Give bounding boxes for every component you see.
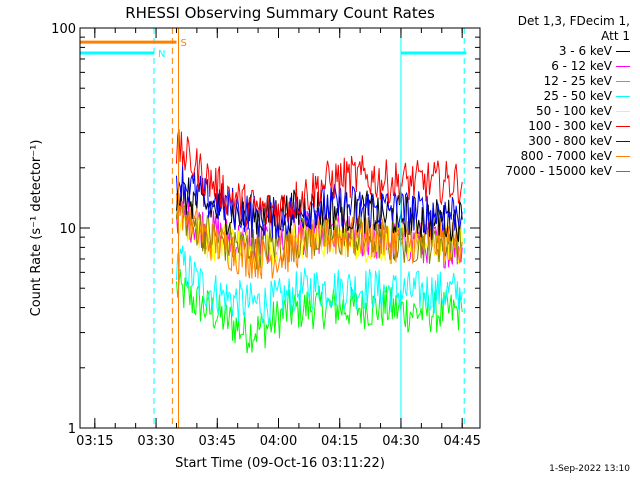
legend-header-line-2: Att 1 bbox=[601, 29, 630, 43]
y-tick-label: 100 bbox=[51, 22, 76, 37]
legend-item: 100 - 300 keV bbox=[470, 119, 630, 134]
legend-swatch bbox=[616, 66, 630, 67]
series-line bbox=[176, 245, 463, 325]
legend-swatch bbox=[616, 171, 630, 172]
legend-swatch bbox=[616, 51, 630, 52]
legend-item: 300 - 800 keV bbox=[470, 134, 630, 149]
y-tick-label: 1 bbox=[68, 422, 76, 437]
legend-item: 6 - 12 keV bbox=[470, 59, 630, 74]
x-tick-label: 04:30 bbox=[382, 434, 419, 449]
y-tick-label: 10 bbox=[59, 222, 76, 237]
legend-swatch bbox=[616, 96, 630, 97]
legend: Det 1,3, FDecim 1, Att 1 3 - 6 keV 6 - 12… bbox=[470, 14, 630, 179]
legend-label: 50 - 100 keV bbox=[535, 104, 612, 118]
legend-item: 7000 - 15000 keV bbox=[470, 164, 630, 179]
chart-title: RHESSI Observing Summary Count Rates bbox=[125, 4, 435, 22]
legend-label: 800 - 7000 keV bbox=[520, 149, 612, 163]
legend-swatch bbox=[616, 111, 630, 112]
x-tick-label: 04:00 bbox=[260, 434, 297, 449]
legend-item: 50 - 100 keV bbox=[470, 104, 630, 119]
x-tick-label: 03:15 bbox=[76, 434, 113, 449]
legend-label: 25 - 50 keV bbox=[543, 89, 612, 103]
x-tick-label: 04:15 bbox=[321, 434, 358, 449]
x-tick-label: 04:45 bbox=[443, 434, 480, 449]
series-layer bbox=[176, 129, 463, 354]
plot-frame bbox=[79, 27, 481, 429]
legend-label: 100 - 300 keV bbox=[528, 119, 612, 133]
series-line bbox=[176, 199, 463, 270]
flag-bar-label: N bbox=[158, 49, 165, 60]
series-line bbox=[176, 165, 463, 239]
legend-label: 3 - 6 keV bbox=[558, 44, 612, 58]
legend-header-line-1: Det 1,3, FDecim 1, bbox=[517, 14, 630, 28]
flag-bar-label: S bbox=[180, 38, 186, 49]
legend-label: 12 - 25 keV bbox=[543, 74, 612, 88]
series-line bbox=[176, 268, 463, 354]
legend-swatch bbox=[616, 141, 630, 142]
legend-swatch bbox=[616, 156, 630, 157]
x-tick-label: 03:30 bbox=[137, 434, 174, 449]
legend-label: 300 - 800 keV bbox=[528, 134, 612, 148]
legend-swatch bbox=[616, 126, 630, 127]
legend-item: 3 - 6 keV bbox=[470, 44, 630, 59]
series-line bbox=[176, 129, 463, 230]
legend-swatch bbox=[616, 81, 630, 82]
legend-label: 6 - 12 keV bbox=[551, 59, 612, 73]
series-line bbox=[176, 189, 463, 280]
generated-timestamp: 1-Sep-2022 13:10 bbox=[549, 464, 630, 474]
x-axis-label: Start Time (09-Oct-16 03:11:22) bbox=[175, 456, 385, 471]
legend-item: 25 - 50 keV bbox=[470, 89, 630, 104]
x-tick-label: 03:45 bbox=[199, 434, 236, 449]
y-axis-label: Count Rate (s⁻¹ detector⁻¹) bbox=[29, 140, 44, 317]
legend-item: 12 - 25 keV bbox=[470, 74, 630, 89]
legend-label: 7000 - 15000 keV bbox=[505, 164, 612, 178]
marker-layer: SN bbox=[79, 28, 467, 428]
legend-item: 800 - 7000 keV bbox=[470, 149, 630, 164]
axis-layer: 1 10 100 03:15 03:30 03:45 04:00 04:15 04:30 04:4… bbox=[51, 22, 481, 449]
